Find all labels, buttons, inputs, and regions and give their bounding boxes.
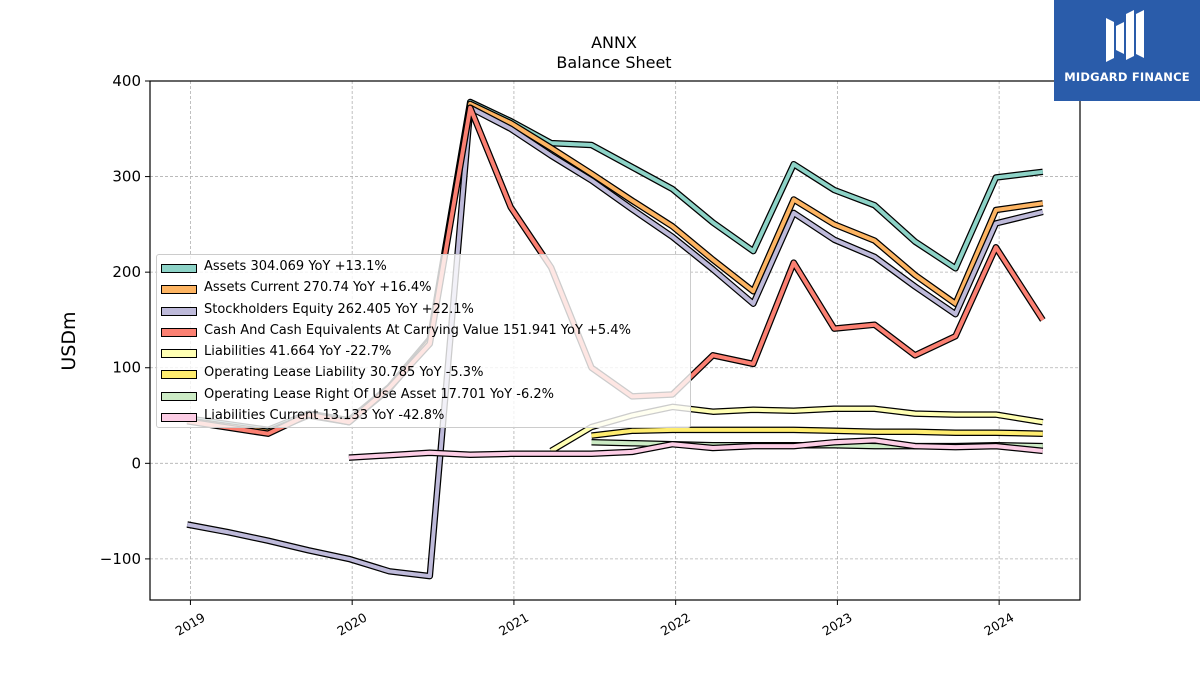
- x-tick-label: 2021: [496, 610, 531, 639]
- y-tick-label: 300: [112, 168, 141, 186]
- legend-swatch: [161, 349, 197, 359]
- legend-swatch: [161, 306, 197, 316]
- y-ticks: −100 0 100 200 300 400: [100, 72, 150, 568]
- brand-name: MIDGARD FINANCE: [1064, 70, 1190, 84]
- series-line: [348, 437, 1044, 461]
- legend-item: Assets 304.069 YoY +13.1%: [157, 258, 690, 279]
- legend-label: Cash And Cash Equivalents At Carrying Va…: [204, 322, 631, 338]
- legend-swatch: [161, 370, 197, 380]
- legend-item: Cash And Cash Equivalents At Carrying Va…: [157, 322, 690, 343]
- legend-swatch: [161, 285, 197, 295]
- legend-item: Stockholders Equity 262.405 YoY +22.1%: [157, 301, 690, 322]
- legend-swatch: [161, 327, 197, 337]
- chart-title: ANNX: [591, 33, 637, 52]
- legend-swatch: [161, 413, 197, 423]
- x-tick-label: 2019: [173, 610, 208, 639]
- legend-swatch: [161, 264, 197, 273]
- legend-label: Operating Lease Right Of Use Asset 17.70…: [204, 386, 554, 402]
- legend-swatch: [161, 391, 197, 401]
- legend-label: Assets Current 270.74 YoY +16.4%: [204, 280, 432, 296]
- y-tick-label: 0: [131, 454, 141, 472]
- legend-label: Liabilities 41.664 YoY -22.7%: [204, 344, 392, 360]
- legend-label: Liabilities Current 13.133 YoY -42.8%: [204, 408, 445, 424]
- y-tick-label: 400: [112, 72, 141, 90]
- legend-label: Assets 304.069 YoY +13.1%: [204, 259, 387, 274]
- x-ticks: 2019 2020 2021 2022 2023 2024: [173, 600, 1016, 639]
- x-tick-label: 2024: [981, 610, 1016, 639]
- plot-frame: [149, 80, 1081, 601]
- legend-item: Operating Lease Right Of Use Asset 17.70…: [157, 386, 690, 407]
- x-tick-label: 2023: [820, 610, 855, 639]
- series-line: [186, 104, 1044, 580]
- legend-item: Assets Current 270.74 YoY +16.4%: [157, 279, 690, 300]
- series-line-fill: [186, 105, 1044, 579]
- brand-logo: MIDGARD FINANCE: [1054, 0, 1200, 101]
- legend-item: Liabilities 41.664 YoY -22.7%: [157, 343, 690, 364]
- legend-item: Liabilities Current 13.133 YoY -42.8%: [157, 407, 690, 428]
- series-line-fill: [591, 427, 1043, 438]
- series-line-fill: [348, 438, 1044, 460]
- y-axis-label: USDm: [58, 311, 80, 370]
- y-tick-label: 200: [112, 263, 141, 281]
- legend-item: Operating Lease Liability 30.785 YoY -5.…: [157, 364, 690, 385]
- chart-subtitle: Balance Sheet: [556, 53, 671, 72]
- series-line: [591, 426, 1043, 439]
- x-tick-label: 2020: [334, 610, 369, 639]
- x-tick-label: 2022: [658, 610, 693, 639]
- y-tick-label: −100: [100, 550, 141, 568]
- legend-label: Operating Lease Liability 30.785 YoY -5.…: [204, 365, 484, 381]
- y-tick-label: 100: [112, 359, 141, 377]
- chart-legend: Assets 304.069 YoY +13.1% Assets Current …: [156, 254, 691, 428]
- legend-label: Stockholders Equity 262.405 YoY +22.1%: [204, 301, 474, 317]
- logo-mark-icon: [1106, 10, 1144, 62]
